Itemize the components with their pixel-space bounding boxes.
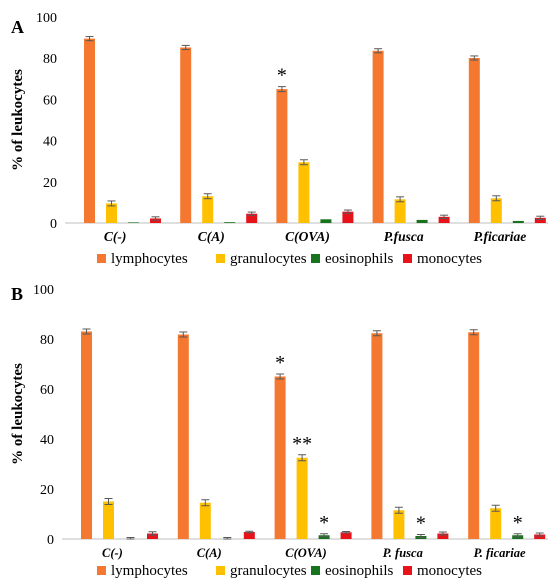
legend-label-monocytes: monocytes	[417, 251, 482, 267]
bar-eosinophils-4	[512, 220, 524, 223]
legend-swatch-monocytes	[403, 254, 412, 263]
significance-marker: *	[319, 512, 329, 534]
significance-marker: *	[275, 352, 285, 374]
legend-swatch-lymphocytes	[97, 254, 106, 263]
bar-granulocytes-2	[298, 162, 310, 223]
bar-monocytes-1	[246, 213, 258, 223]
bar-lymphocytes-2	[276, 89, 288, 223]
bar-granulocytes-2	[296, 457, 308, 539]
bar-eosinophils-0	[128, 222, 139, 223]
x-tick-label: P.fusca	[384, 229, 424, 244]
bar-lymphocytes-0	[81, 331, 92, 539]
x-tick-label: C(A)	[197, 546, 222, 560]
bar-granulocytes-3	[394, 199, 406, 223]
bar-lymphocytes-0	[84, 38, 95, 223]
bar-granulocytes-0	[106, 203, 117, 223]
panel-label: B	[11, 284, 23, 304]
bar-monocytes-0	[150, 218, 161, 223]
legend-label-eosinophils: eosinophils	[325, 563, 393, 579]
bar-eosinophils-1	[224, 222, 236, 223]
bar-lymphocytes-1	[180, 47, 192, 223]
bar-eosinophils-2	[320, 219, 332, 223]
bar-monocytes-3	[438, 216, 450, 223]
y-tick-label: 20	[43, 176, 57, 191]
x-tick-label: C(-)	[104, 229, 127, 244]
bar-granulocytes-0	[103, 501, 114, 539]
x-tick-label: C(-)	[102, 546, 123, 560]
y-tick-label: 40	[40, 433, 54, 448]
bar-granulocytes-1	[199, 502, 211, 539]
legend-label-granulocytes: granulocytes	[230, 563, 307, 579]
bar-lymphocytes-3	[371, 333, 383, 539]
x-tick-label: C(OVA)	[285, 229, 330, 244]
panel-label: A	[11, 17, 24, 37]
legend-swatch-monocytes	[403, 566, 412, 575]
significance-marker: **	[292, 433, 312, 455]
significance-marker: *	[416, 513, 426, 535]
bar-monocytes-3	[437, 533, 449, 539]
bar-granulocytes-3	[393, 510, 405, 539]
y-tick-label: 100	[33, 283, 54, 298]
bar-eosinophils-3	[416, 219, 428, 223]
y-tick-label: 60	[40, 383, 54, 398]
bar-lymphocytes-2	[274, 376, 286, 539]
significance-marker: *	[513, 512, 523, 534]
legend-swatch-eosinophils	[311, 254, 320, 263]
legend-swatch-granulocytes	[216, 566, 225, 575]
legend-label-lymphocytes: lymphocytes	[111, 251, 188, 267]
bar-monocytes-0	[147, 533, 158, 539]
y-tick-label: 100	[36, 11, 57, 26]
bar-monocytes-4	[534, 217, 546, 223]
x-tick-label: C(OVA)	[285, 546, 326, 560]
bar-monocytes-4	[534, 534, 546, 539]
legend-swatch-eosinophils	[311, 566, 320, 575]
legend-label-monocytes: monocytes	[417, 563, 482, 579]
bar-monocytes-2	[340, 532, 352, 539]
legend-swatch-granulocytes	[216, 254, 225, 263]
bar-lymphocytes-3	[372, 50, 384, 224]
legend: lymphocytes granulocytes eosinophils monocy…	[97, 251, 482, 267]
x-tick-label: P. ficariae	[474, 546, 526, 560]
significance-marker: *	[277, 65, 287, 87]
y-tick-label: 0	[47, 533, 54, 548]
bar-monocytes-2	[342, 211, 354, 223]
legend-label-granulocytes: granulocytes	[230, 251, 307, 267]
bar-granulocytes-1	[202, 196, 214, 223]
y-axis-label: % of leukocytes	[10, 363, 26, 465]
bar-granulocytes-4	[490, 508, 502, 539]
y-tick-label: 40	[43, 135, 57, 150]
legend: lymphocytes granulocytes eosinophils monocy…	[97, 563, 482, 579]
y-tick-label: 80	[40, 333, 54, 348]
x-tick-label: C(A)	[198, 229, 225, 244]
bar-lymphocytes-1	[177, 334, 189, 539]
y-tick-label: 20	[40, 483, 54, 498]
bar-monocytes-1	[243, 532, 255, 539]
bar-granulocytes-4	[490, 198, 502, 223]
y-axis-label: % of leukocytes	[10, 69, 26, 171]
x-tick-label: P. fusca	[383, 546, 423, 560]
y-tick-label: 0	[50, 217, 57, 232]
bar-lymphocytes-4	[468, 57, 480, 223]
legend-label-lymphocytes: lymphocytes	[111, 563, 188, 579]
chart-panel-a: A % of leukocytes 0 20 40 60 80 100 C(-) C(A) * C(O…	[10, 11, 548, 267]
x-tick-label: P.ficariae	[474, 229, 527, 244]
legend-swatch-lymphocytes	[97, 566, 106, 575]
bar-lymphocytes-4	[468, 332, 480, 539]
y-tick-label: 80	[43, 52, 57, 67]
legend-label-eosinophils: eosinophils	[325, 251, 393, 267]
y-tick-label: 60	[43, 93, 57, 108]
